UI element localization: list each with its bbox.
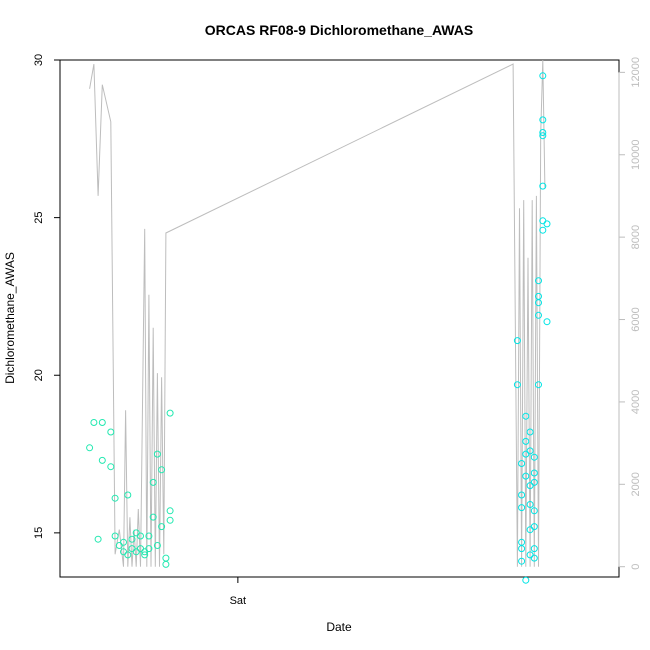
data-point [518,557,526,565]
data-point [149,513,157,521]
data-point [158,523,166,531]
data-point [158,466,166,474]
y2-axis: 0 2000 4000 6000 8000 10000 12000 [618,57,642,570]
data-point [166,516,174,524]
cumulative-line-series [89,59,546,567]
data-point [518,504,526,512]
data-point [166,507,174,515]
data-point [98,456,106,464]
series-line-path [89,59,546,567]
data-point [162,554,170,562]
data-point [530,554,538,562]
data-point [526,447,534,455]
data-point [535,311,542,319]
data-point [128,545,136,553]
data-point [530,545,538,553]
data-point [522,412,530,420]
data-point [530,469,538,477]
data-point [153,542,161,549]
y2-tick-label: 8000 [630,225,642,249]
scatter-series [86,72,551,584]
data-point [535,292,542,300]
data-point [107,428,115,436]
data-point [522,450,530,458]
data-point [539,72,547,80]
data-point [522,576,530,584]
data-point [162,560,170,568]
data-point [530,507,538,515]
data-point [522,472,530,480]
data-point [539,116,547,124]
x-tick-label: Sat [230,595,247,607]
data-point [518,460,526,467]
y-tick-label: 30 [33,54,45,66]
y-axis: 15 20 25 30 [33,54,61,539]
x-axis-label: Date [326,620,352,634]
data-point [141,551,149,559]
y2-tick-label: 2000 [630,472,642,496]
data-point [535,381,542,389]
data-point [539,132,547,140]
y-tick-label: 15 [33,527,45,539]
y2-tick-label: 6000 [630,307,642,331]
data-point [526,428,534,436]
data-point [513,337,521,345]
data-point [539,129,547,136]
data-point [107,463,115,471]
data-point [535,299,542,307]
data-point [539,182,547,190]
y-axis-label: Dichloromethane_AWAS [3,252,17,384]
data-point [518,545,526,553]
data-point [530,523,538,531]
data-point [513,381,521,389]
data-point [166,409,174,417]
y2-tick-label: 10000 [630,139,642,170]
data-point [98,419,106,426]
data-point [145,545,153,553]
data-point [111,532,119,540]
data-point [543,318,551,326]
data-point [535,277,542,285]
data-point [522,437,530,445]
data-point [128,535,136,543]
data-point [137,532,144,540]
y2-tick-label: 0 [630,564,642,570]
data-point [543,220,551,228]
data-point [94,535,102,543]
y2-tick-label: 12000 [630,57,642,88]
data-point [124,491,132,499]
y2-tick-label: 4000 [630,390,642,414]
y-tick-label: 20 [33,369,45,381]
data-point [153,450,161,458]
y-tick-label: 25 [33,211,45,223]
data-point [526,501,534,508]
data-point [530,453,538,461]
data-point [149,478,157,486]
x-axis: SatSunMon [230,577,247,607]
data-point [518,491,526,499]
data-point [539,226,547,234]
chart-title: ORCAS RF08-9 Dichloromethane_AWAS [205,22,473,38]
data-point [124,551,132,559]
data-point [111,494,119,502]
data-point [86,444,94,452]
data-point [530,478,538,486]
data-point [90,419,98,426]
data-point [120,538,127,546]
data-point [145,532,153,540]
